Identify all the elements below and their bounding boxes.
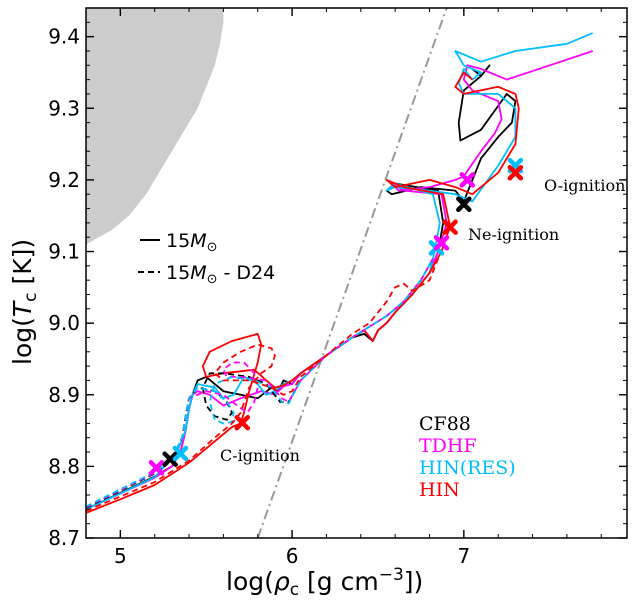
y-tick-label: 9.4 xyxy=(48,25,80,49)
y-tick-label: 8.9 xyxy=(48,383,80,407)
series-legend: CF88 TDHF HIN(RES) HIN xyxy=(419,413,516,501)
o-ignition-annotation: O-ignition xyxy=(544,176,625,195)
legend-hin: HIN xyxy=(419,479,460,501)
c-ignition-annotation: C-ignition xyxy=(220,446,300,465)
forbidden-region-layer xyxy=(86,8,224,245)
ignition-marker-layer xyxy=(148,157,524,476)
ignition-marker-hin-6 xyxy=(442,219,458,235)
boundary-line xyxy=(256,8,448,538)
ignition-marker-cf88-1 xyxy=(162,451,178,467)
ignition-marker-hin-10 xyxy=(507,164,524,181)
y-axis-title: log(Tc [K]) xyxy=(8,239,41,365)
y-tick-label: 8.8 xyxy=(48,454,80,478)
solid-line-label: 15M⊙ xyxy=(166,230,218,255)
boundary-line-layer xyxy=(256,8,448,538)
forbidden-region xyxy=(86,8,224,245)
legend-hin-res: HIN(RES) xyxy=(419,457,516,479)
linestyle-legend: 15M⊙ 15M⊙ - D24 xyxy=(138,230,275,287)
x-tick-label: 5 xyxy=(114,544,127,568)
legend-cf88: CF88 xyxy=(419,413,471,435)
y-tick-label: 8.7 xyxy=(48,526,80,550)
y-tick-label: 9.0 xyxy=(48,311,80,335)
ignition-marker-hin-res-2 xyxy=(172,445,189,462)
plot-frame xyxy=(85,7,628,539)
y-tick-label: 9.2 xyxy=(48,168,80,192)
ne-ignition-annotation: Ne-ignition xyxy=(468,225,559,244)
y-tick-label: 9.1 xyxy=(48,240,80,264)
legend-tdhf: TDHF xyxy=(419,435,477,457)
ignition-marker-cf88-7 xyxy=(456,196,472,212)
ignition-marker-hin-3 xyxy=(234,414,251,431)
x-tick-label: 6 xyxy=(286,544,299,568)
x-axis-title: log(ρc [g cm−3]) xyxy=(226,565,423,600)
axis-ticks: 5 6 7 8.7 8.8 8.9 9.0 9.1 9.2 9.3 9.4 xyxy=(48,7,627,568)
ignition-marker-tdhf-8 xyxy=(459,172,476,188)
x-tick-label: 7 xyxy=(457,544,470,568)
series-cf88-d24 xyxy=(86,258,434,509)
ignition-marker-tdhf-5 xyxy=(433,235,450,251)
ignition-marker-tdhf-0 xyxy=(148,460,165,476)
y-tick-label: 9.3 xyxy=(48,96,80,120)
series-hin-d24 xyxy=(86,258,439,512)
dashed-line-label: 15M⊙ - D24 xyxy=(166,262,275,287)
series-layer xyxy=(86,32,594,514)
series-hin-res-d24 xyxy=(86,258,434,508)
